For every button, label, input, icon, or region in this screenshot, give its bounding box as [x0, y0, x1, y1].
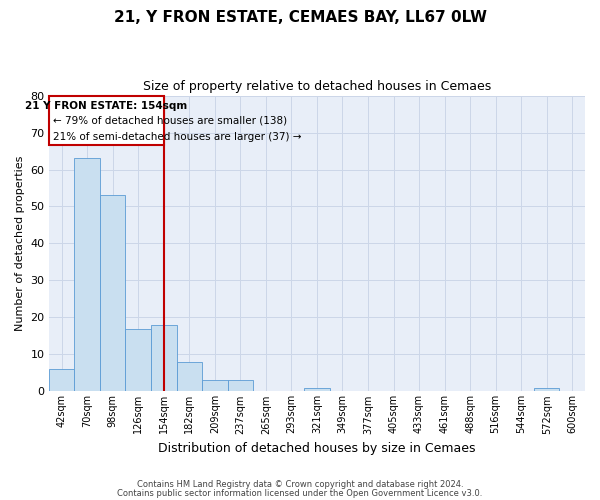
Y-axis label: Number of detached properties: Number of detached properties [15, 156, 25, 331]
Bar [49, 369, 74, 392]
Text: Contains public sector information licensed under the Open Government Licence v3: Contains public sector information licen… [118, 489, 482, 498]
Text: 21 Y FRON ESTATE: 154sqm: 21 Y FRON ESTATE: 154sqm [25, 101, 187, 111]
Bar [49, 96, 164, 146]
Text: ← 79% of detached houses are smaller (138): ← 79% of detached houses are smaller (13… [53, 116, 287, 126]
Bar [125, 328, 151, 392]
Bar [74, 158, 100, 392]
Text: 21, Y FRON ESTATE, CEMAES BAY, LL67 0LW: 21, Y FRON ESTATE, CEMAES BAY, LL67 0LW [113, 10, 487, 25]
Bar [202, 380, 227, 392]
X-axis label: Distribution of detached houses by size in Cemaes: Distribution of detached houses by size … [158, 442, 476, 455]
Text: 21% of semi-detached houses are larger (37) →: 21% of semi-detached houses are larger (… [53, 132, 301, 142]
Bar [534, 388, 559, 392]
Bar [100, 196, 125, 392]
Bar [176, 362, 202, 392]
Text: Contains HM Land Registry data © Crown copyright and database right 2024.: Contains HM Land Registry data © Crown c… [137, 480, 463, 489]
Bar [304, 388, 329, 392]
Bar [151, 325, 176, 392]
Bar [227, 380, 253, 392]
Title: Size of property relative to detached houses in Cemaes: Size of property relative to detached ho… [143, 80, 491, 93]
